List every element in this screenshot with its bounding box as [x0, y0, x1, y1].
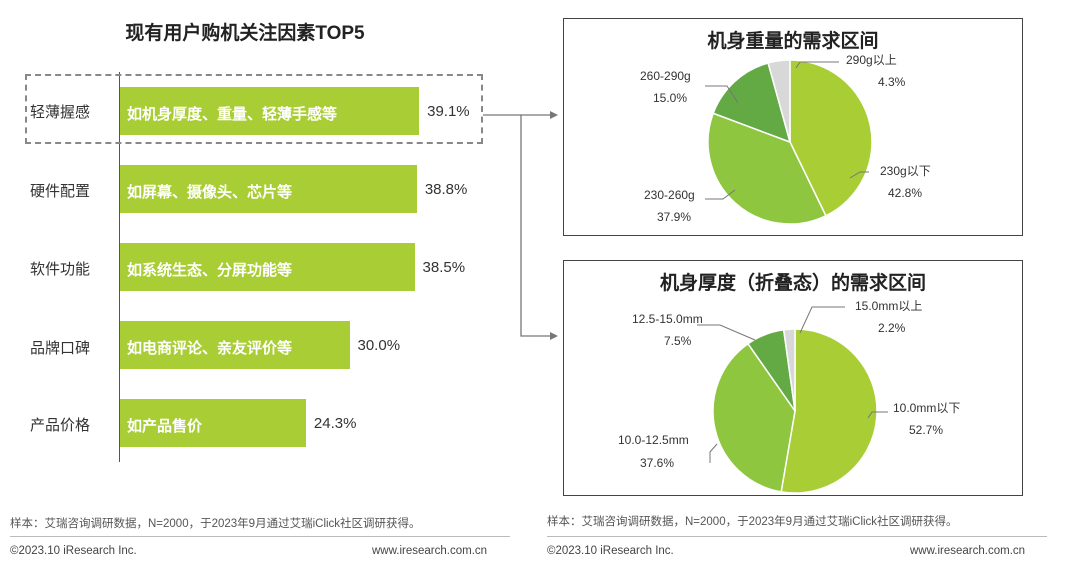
leader-line — [849, 171, 869, 179]
bar-category-label: 轻薄握感 — [30, 104, 91, 121]
leader-line — [799, 306, 845, 334]
leader-line — [795, 61, 839, 69]
pie-slice-value: 7.5% — [664, 334, 692, 348]
pie-slice-value: 52.7% — [909, 423, 944, 437]
pie-slice-label: 15.0mm以上 — [855, 299, 923, 313]
bar-chart-axis — [119, 72, 120, 462]
pie-slice-label: 260-290g — [640, 69, 691, 83]
bar-category-label: 品牌口碑 — [30, 340, 91, 357]
pie-slice-label: 230-260g — [644, 188, 695, 202]
bar — [120, 399, 306, 447]
bar-annotation: 如机身厚度、重量、轻薄手感等 — [127, 106, 338, 123]
pie-slice — [767, 59, 791, 143]
weight-pie-title: 机身重量的需求区间 — [707, 31, 879, 52]
website-link[interactable]: www.iresearch.com.cn — [910, 545, 1026, 557]
bar-annotation: 如电商评论、亲友评价等 — [127, 340, 293, 357]
highlight-box — [25, 74, 483, 144]
pie-slice-label: 10.0-12.5mm — [618, 433, 689, 447]
pie-slice-value: 15.0% — [653, 91, 688, 105]
copyright: ©2023.10 iResearch Inc. — [547, 545, 674, 557]
divider — [10, 536, 510, 537]
pie-slice — [712, 62, 792, 144]
copyright: ©2023.10 iResearch Inc. — [10, 545, 137, 557]
pie-slice — [782, 328, 796, 412]
pie-slice — [780, 328, 878, 494]
pie-slice — [707, 112, 827, 225]
pie-slice-label: 10.0mm以下 — [893, 401, 961, 415]
leader-line — [697, 324, 756, 341]
bar-category-label: 软件功能 — [30, 261, 91, 278]
leader-line — [709, 443, 718, 463]
pie-slice-value: 37.9% — [657, 210, 692, 224]
bar-annotation: 如产品售价 — [127, 418, 203, 435]
arrow-head-icon — [550, 332, 558, 340]
bar — [120, 321, 350, 369]
bar-value-label: 30.0% — [357, 337, 401, 354]
bar-value-label: 38.8% — [424, 181, 468, 198]
bar-category-label: 产品价格 — [30, 417, 91, 434]
website-link[interactable]: www.iresearch.com.cn — [372, 545, 488, 557]
bar — [120, 243, 415, 291]
pie-slice-value: 2.2% — [878, 321, 906, 335]
bar-value-label: 39.1% — [427, 103, 470, 120]
sample-note: 样本：艾瑞咨询调研数据，N=2000，于2023年9月通过艾瑞iClick社区调… — [10, 518, 421, 530]
thickness-pie-title: 机身厚度（折叠态）的需求区间 — [659, 273, 926, 294]
bar — [120, 87, 420, 135]
bar — [120, 165, 417, 213]
pie-slice-value: 42.8% — [888, 186, 923, 200]
connector-line — [483, 114, 552, 337]
pie-slice — [712, 342, 796, 493]
sample-note: 样本：艾瑞咨询调研数据，N=2000，于2023年9月通过艾瑞iClick社区调… — [547, 516, 958, 528]
pie-slice-label: 12.5-15.0mm — [632, 312, 703, 326]
pie-slice-value: 37.6% — [640, 456, 675, 470]
leader-line — [705, 85, 739, 104]
leader-line — [867, 411, 888, 419]
pie-slice-value: 4.3% — [878, 75, 906, 89]
pie-slice-label: 290g以上 — [846, 53, 897, 67]
pie-slice-label: 230g以下 — [880, 164, 931, 178]
bar-value-label: 38.5% — [422, 259, 466, 276]
bar-annotation: 如系统生态、分屏功能等 — [127, 262, 293, 279]
bar-chart-title: 现有用户购机关注因素TOP5 — [125, 23, 365, 44]
arrow-head-icon — [550, 111, 558, 119]
bar-value-label: 24.3% — [313, 415, 357, 432]
leader-line — [705, 189, 736, 200]
bar-category-label: 硬件配置 — [30, 183, 91, 200]
divider — [547, 536, 1047, 537]
bar-annotation: 如屏幕、摄像头、芯片等 — [127, 184, 293, 201]
